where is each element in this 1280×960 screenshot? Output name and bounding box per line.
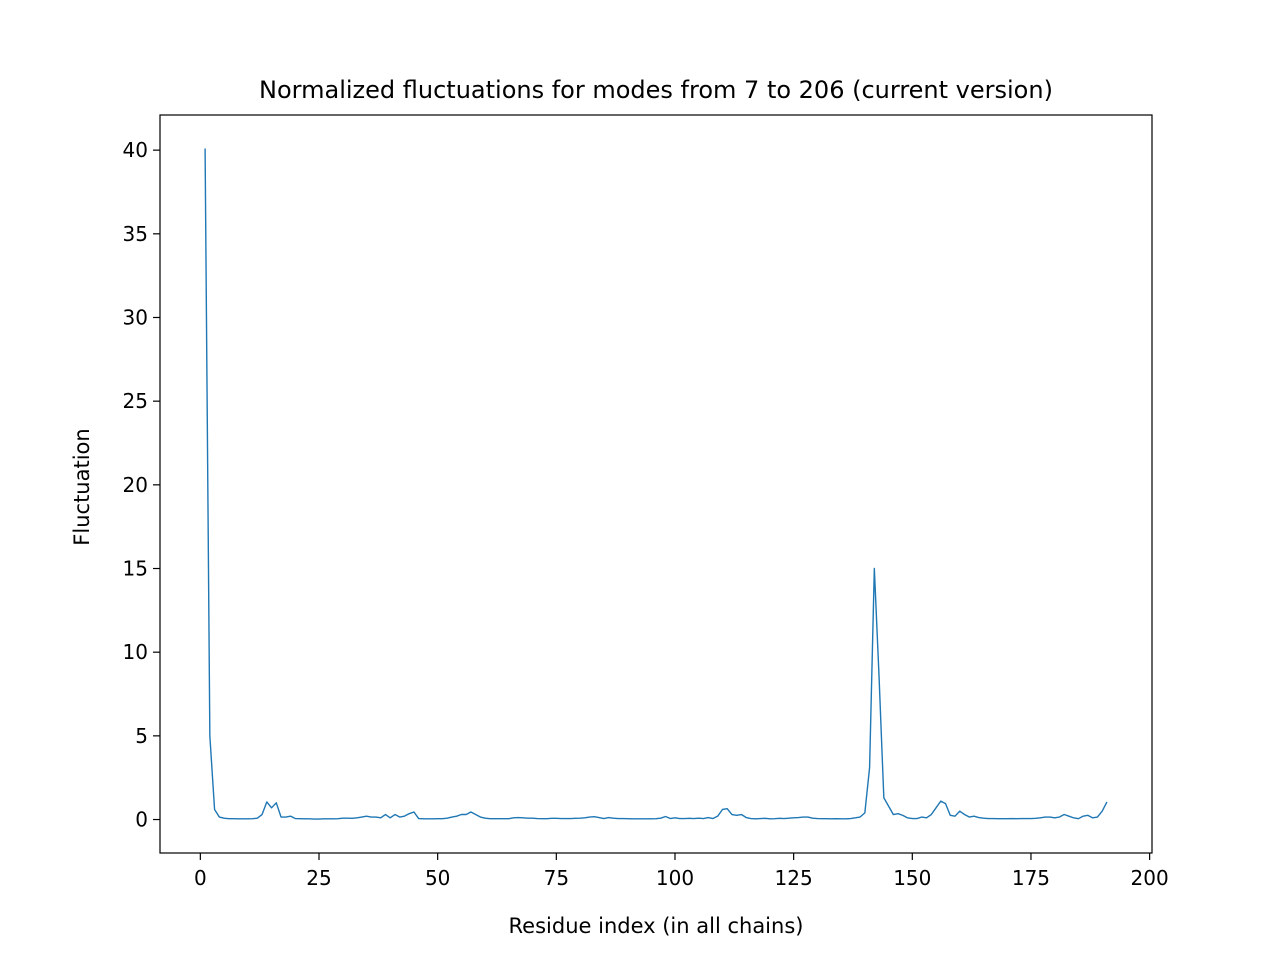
x-axis-label: Residue index (in all chains) <box>509 914 804 938</box>
x-tick-label: 75 <box>544 866 569 890</box>
x-tick-label: 25 <box>306 866 331 890</box>
x-tick-label: 175 <box>1012 866 1050 890</box>
y-tick-label: 35 <box>123 222 148 246</box>
plot-frame <box>159 114 1153 854</box>
data-line <box>204 148 1108 820</box>
y-tick-label: 0 <box>135 808 148 832</box>
x-tick-label: 150 <box>893 866 931 890</box>
y-tick-label: 30 <box>123 305 148 329</box>
x-tick-label: 0 <box>194 866 207 890</box>
y-tick-label: 10 <box>123 640 148 664</box>
y-axis-label: Fluctuation <box>70 428 94 545</box>
x-tick-label: 125 <box>775 866 813 890</box>
chart-title: Normalized fluctuations for modes from 7… <box>259 76 1053 104</box>
y-tick-label: 25 <box>123 389 148 413</box>
x-tick-label: 200 <box>1131 866 1169 890</box>
y-tick-label: 15 <box>123 557 148 581</box>
y-tick-label: 5 <box>135 724 148 748</box>
x-tick-label: 50 <box>425 866 450 890</box>
y-tick-label: 40 <box>123 138 148 162</box>
y-tick-label: 20 <box>123 473 148 497</box>
x-tick-label: 100 <box>656 866 694 890</box>
